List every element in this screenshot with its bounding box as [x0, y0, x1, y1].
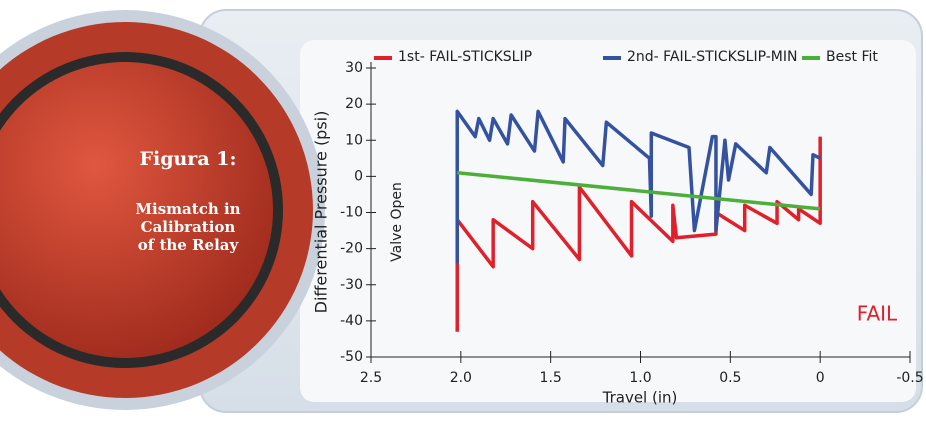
x-tick-label: 2.0 — [450, 370, 472, 386]
x-tick-label: 2.5 — [360, 370, 382, 386]
y-tick-label: 10 — [345, 132, 363, 148]
annotation: FAIL — [857, 302, 898, 326]
y-tick-label: -10 — [340, 205, 363, 221]
figure-label: Figura 1: — [140, 148, 237, 170]
annotation: Valve Open — [389, 182, 405, 262]
x-tick-label: 0 — [816, 370, 825, 386]
y-axis-label: Differential Pressure (psi) — [312, 111, 331, 314]
y-tick-label: -50 — [340, 349, 363, 365]
legend-label: 1st- FAIL-STICKSLIP — [398, 49, 532, 65]
figure-caption: of the Relay — [138, 236, 240, 254]
figure-caption: Calibration — [141, 218, 236, 236]
y-tick-label: 20 — [345, 96, 363, 112]
figure-caption: Mismatch in — [135, 200, 240, 218]
x-axis-label: Travel (in) — [602, 389, 678, 407]
y-tick-label: 30 — [345, 60, 363, 76]
x-tick-label: 1.0 — [629, 370, 651, 386]
legend-label: Best Fit — [826, 49, 878, 65]
x-tick-label: -0.5 — [896, 370, 923, 386]
y-tick-label: -20 — [340, 241, 363, 257]
x-tick-label: 1.5 — [540, 370, 562, 386]
figure: Figura 1: Mismatch in Calibration of the… — [0, 0, 926, 418]
y-tick-label: 0 — [354, 168, 363, 184]
y-tick-label: -40 — [340, 313, 363, 329]
legend-label: 2nd- FAIL-STICKSLIP-MIN — [627, 49, 797, 65]
x-tick-label: 0.5 — [719, 370, 741, 386]
y-tick-label: -30 — [340, 277, 363, 293]
